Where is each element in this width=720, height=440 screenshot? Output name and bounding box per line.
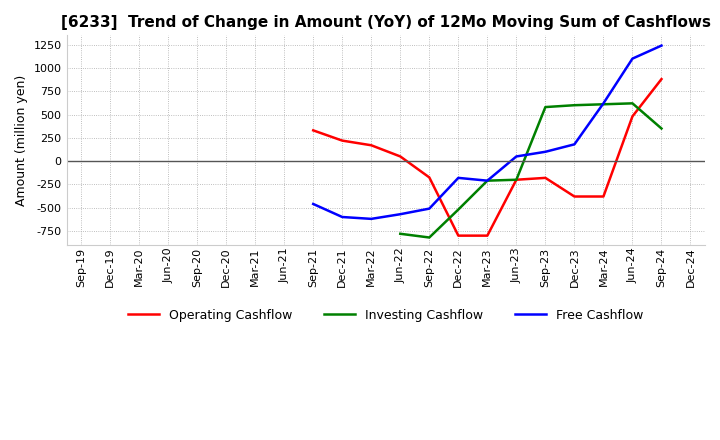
Free Cashflow xyxy=(425,206,433,211)
Free Cashflow xyxy=(512,154,521,159)
Investing Cashflow xyxy=(512,177,521,182)
Line: Investing Cashflow: Investing Cashflow xyxy=(400,103,662,238)
Operating Cashflow xyxy=(657,77,666,82)
Free Cashflow xyxy=(338,214,346,220)
Operating Cashflow xyxy=(541,175,549,180)
Free Cashflow xyxy=(628,56,636,61)
Operating Cashflow xyxy=(512,177,521,182)
Investing Cashflow xyxy=(570,103,579,108)
Operating Cashflow xyxy=(367,143,376,148)
Investing Cashflow xyxy=(483,178,492,183)
Operating Cashflow xyxy=(425,175,433,180)
Operating Cashflow xyxy=(483,233,492,238)
Investing Cashflow xyxy=(599,102,608,107)
Investing Cashflow xyxy=(657,126,666,131)
Operating Cashflow xyxy=(309,128,318,133)
Free Cashflow xyxy=(367,216,376,221)
Line: Free Cashflow: Free Cashflow xyxy=(313,46,662,219)
Investing Cashflow xyxy=(425,235,433,240)
Investing Cashflow xyxy=(396,231,405,236)
Investing Cashflow xyxy=(628,101,636,106)
Investing Cashflow xyxy=(454,207,463,212)
Line: Operating Cashflow: Operating Cashflow xyxy=(313,79,662,236)
Operating Cashflow xyxy=(570,194,579,199)
Free Cashflow xyxy=(541,149,549,154)
Free Cashflow xyxy=(657,43,666,48)
Investing Cashflow xyxy=(541,104,549,110)
Operating Cashflow xyxy=(454,233,463,238)
Operating Cashflow xyxy=(628,114,636,119)
Legend: Operating Cashflow, Investing Cashflow, Free Cashflow: Operating Cashflow, Investing Cashflow, … xyxy=(123,304,648,327)
Y-axis label: Amount (million yen): Amount (million yen) xyxy=(15,74,28,206)
Operating Cashflow xyxy=(599,194,608,199)
Free Cashflow xyxy=(454,175,463,180)
Operating Cashflow xyxy=(338,138,346,143)
Free Cashflow xyxy=(309,202,318,207)
Operating Cashflow xyxy=(396,154,405,159)
Free Cashflow xyxy=(396,212,405,217)
Free Cashflow xyxy=(483,178,492,183)
Title: [6233]  Trend of Change in Amount (YoY) of 12Mo Moving Sum of Cashflows: [6233] Trend of Change in Amount (YoY) o… xyxy=(60,15,711,30)
Free Cashflow xyxy=(570,142,579,147)
Free Cashflow xyxy=(599,101,608,106)
